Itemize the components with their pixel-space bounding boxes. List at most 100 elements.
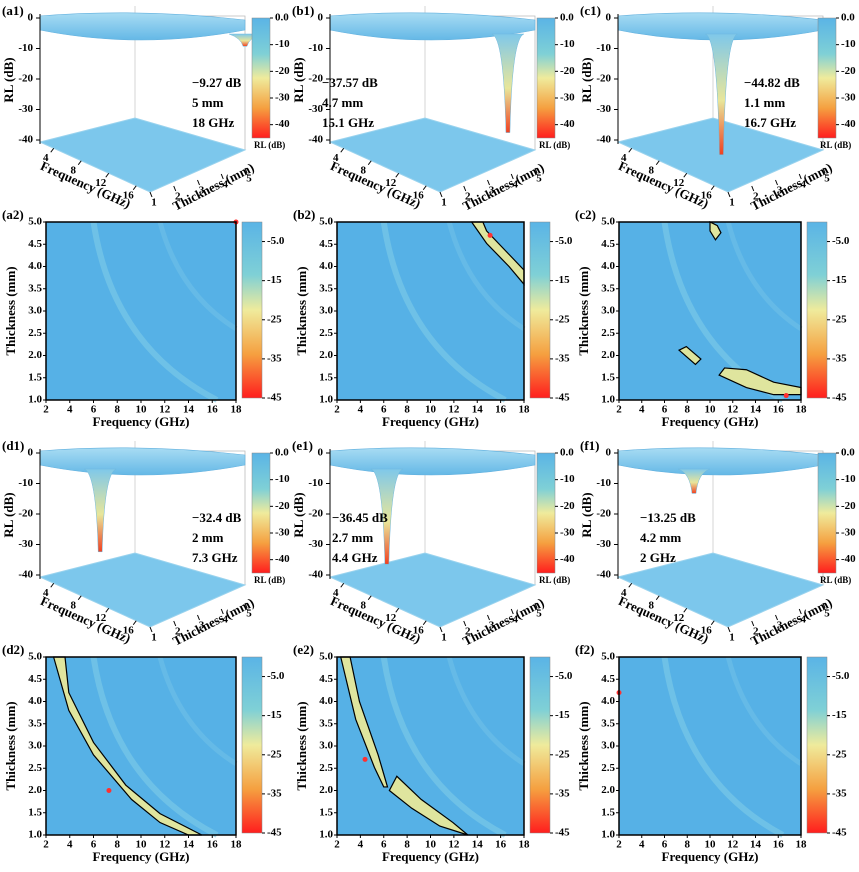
surface xyxy=(329,12,536,41)
x-tick-label: 14 xyxy=(750,839,762,851)
colorbar-tick-label: -30 xyxy=(275,527,290,539)
colorbar-tick-label: -5.0 xyxy=(555,670,573,682)
colorbar-tick-label: -10 xyxy=(841,473,856,485)
y-tick-label: 3.0 xyxy=(319,305,333,317)
z-tick-label: 0 xyxy=(318,447,324,459)
x-tick xyxy=(655,595,660,601)
annotation: −37.57 dB xyxy=(322,75,378,90)
colorbar-tick-label: -45 xyxy=(555,827,570,839)
colorbar xyxy=(806,221,828,399)
x-tick xyxy=(340,147,345,153)
y-tick xyxy=(487,614,490,621)
x-tick xyxy=(77,160,82,166)
colorbar-tick-label: -30 xyxy=(560,92,575,104)
x-tick-label: 14 xyxy=(750,404,762,416)
colorbar-tick-label: 0.0 xyxy=(275,447,289,459)
x-tick xyxy=(422,620,427,626)
y-axis-label: Thickness (mm) xyxy=(576,266,591,355)
y-tick-label: 3.5 xyxy=(319,717,333,729)
x-tick-label: 12 xyxy=(727,404,739,416)
ridge xyxy=(725,221,803,331)
x-axis-label: Frequency (GHz) xyxy=(93,414,190,429)
x-tick-label: 4 xyxy=(43,152,49,164)
y-tick xyxy=(487,179,490,186)
x-tick-label: 6 xyxy=(91,839,97,851)
y-tick-label: 4.0 xyxy=(601,260,615,272)
x-axis-label: Frequency (GHz) xyxy=(382,849,479,864)
colorbar-tick-label: -5.0 xyxy=(267,235,285,247)
x-tick-label: 16 xyxy=(495,404,507,416)
x-tick xyxy=(367,595,372,601)
annotation: 2.7 mm xyxy=(332,530,373,545)
colorbar-tick-label: -10 xyxy=(275,473,290,485)
y-tick-label: 3.0 xyxy=(28,305,42,317)
ridge xyxy=(380,221,507,403)
z-tick-label: -20 xyxy=(596,73,611,85)
z-tick-label: -10 xyxy=(18,477,33,489)
y-tick xyxy=(534,602,538,609)
colorbar-tick-label: -10 xyxy=(841,38,856,50)
y-tick-label: 2 xyxy=(465,191,471,203)
y-tick-label: 1.0 xyxy=(319,829,333,841)
colorbar-tick-label: -5.0 xyxy=(832,235,850,247)
x-tick-label: 12 xyxy=(673,612,685,624)
y-tick-label: 5.0 xyxy=(28,216,42,228)
colorbar xyxy=(529,656,551,834)
y-tick-label: 2.5 xyxy=(28,327,42,339)
x-tick-label: 10 xyxy=(136,404,148,416)
y-tick-label: 1.5 xyxy=(319,371,333,383)
x-tick-label: 16 xyxy=(495,839,507,851)
panel-label: (a1) xyxy=(2,3,24,18)
colorbar-tick-label: -40 xyxy=(560,553,575,565)
y-tick-label: 3.0 xyxy=(319,740,333,752)
z-tick-label: -40 xyxy=(18,134,33,146)
z-tick-label: -10 xyxy=(596,42,611,54)
colorbar-tick-label: -10 xyxy=(560,473,575,485)
colorbar-tick-label: -25 xyxy=(267,748,282,760)
x-tick-label: 2 xyxy=(616,839,622,851)
panel-label: (c1) xyxy=(580,3,601,18)
y-tick xyxy=(173,620,177,627)
y-tick-label: 2.0 xyxy=(28,784,42,796)
surface-dip xyxy=(491,33,525,133)
y-tick-label: 4.5 xyxy=(319,238,333,250)
y-tick-label: 4.0 xyxy=(28,695,42,707)
floor-map xyxy=(616,117,825,193)
floor-map xyxy=(38,552,247,628)
y-tick-label: 2.5 xyxy=(28,762,42,774)
contour xyxy=(677,345,702,366)
y-tick-label: 1.5 xyxy=(319,806,333,818)
annotation: 7.3 GHz xyxy=(192,550,238,565)
colorbar-tick-label: -20 xyxy=(841,65,856,77)
y-tick xyxy=(822,167,826,174)
z-tick-label: -20 xyxy=(596,508,611,520)
y-tick-label: 2 xyxy=(175,626,181,638)
x-tick xyxy=(683,172,688,178)
y-tick xyxy=(220,608,224,615)
surface xyxy=(329,447,536,476)
y-tick-label: 3.0 xyxy=(601,740,615,752)
y-tick xyxy=(775,179,778,186)
y-tick-label: 4 xyxy=(223,179,229,191)
y-tick-label: 3.5 xyxy=(319,282,333,294)
colorbar xyxy=(241,221,263,399)
ridge xyxy=(380,656,507,838)
colorbar xyxy=(536,452,556,574)
colorbar-tick-label: -35 xyxy=(267,787,282,799)
z-tick-label: -30 xyxy=(308,538,323,550)
x-axis-label: Frequency (GHz) xyxy=(93,849,190,864)
minimum-point xyxy=(487,232,493,238)
panel-label: (d1) xyxy=(2,438,24,453)
panel-label: (d2) xyxy=(2,642,24,657)
panel-label: (f2) xyxy=(575,642,595,657)
colorbar-title: RL (dB) xyxy=(820,575,851,585)
z-axis-label: RL (dB) xyxy=(579,492,594,537)
x-tick-label: 12 xyxy=(159,404,171,416)
x-tick-label: 8 xyxy=(361,599,367,611)
y-tick xyxy=(463,620,467,627)
x-tick-label: 4 xyxy=(639,404,645,416)
y-tick-label: 2.0 xyxy=(601,784,615,796)
x-tick-label: 12 xyxy=(385,612,397,624)
y-tick xyxy=(439,191,443,198)
y-tick-label: 5.0 xyxy=(601,651,615,663)
